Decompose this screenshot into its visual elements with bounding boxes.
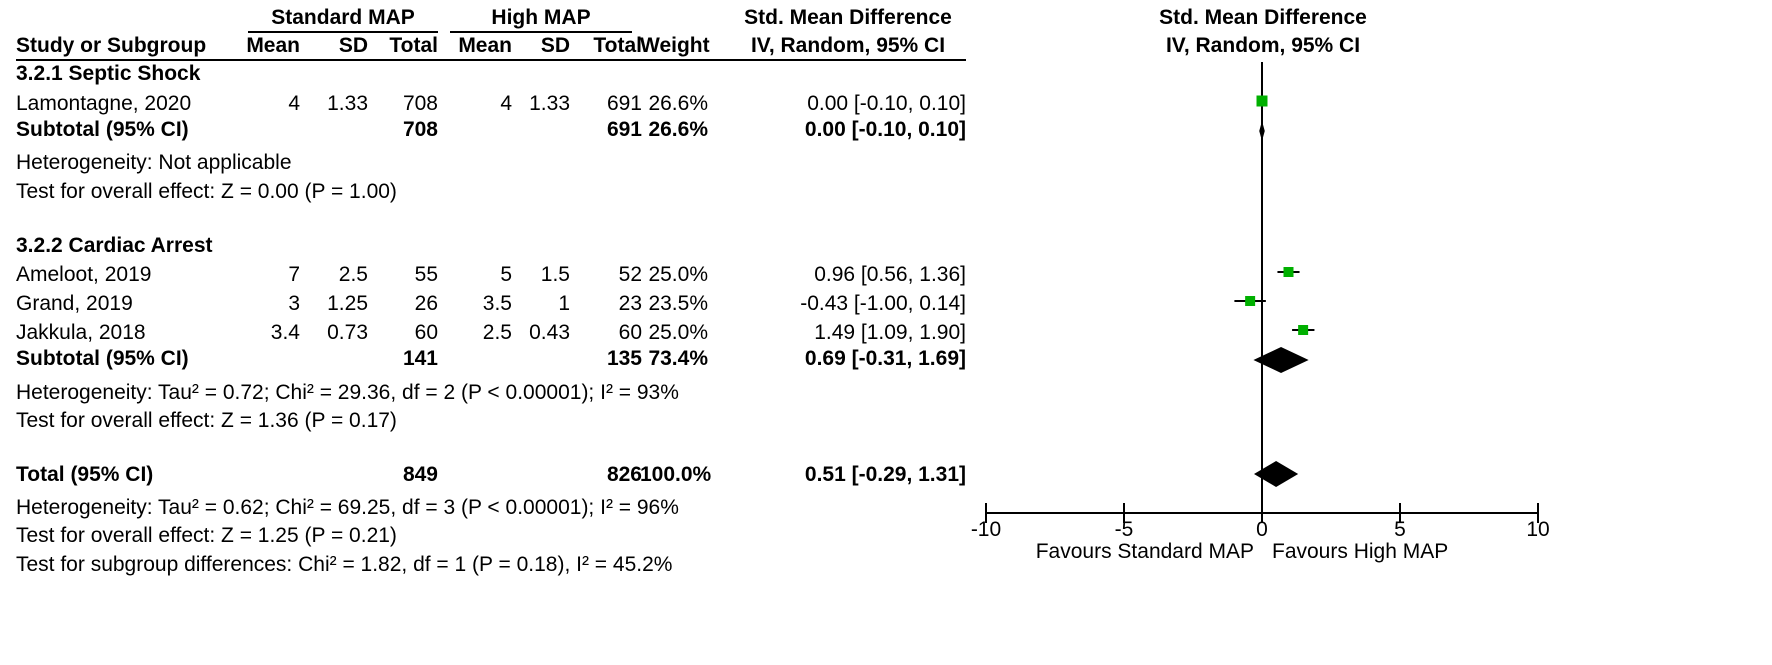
study-total1: 60 — [414, 321, 438, 344]
heterogeneity-text: Heterogeneity: Not applicable — [16, 151, 292, 174]
overall-effect-text: Test for overall effect: Z = 0.00 (P = 1… — [16, 180, 397, 203]
study-total2: 691 — [606, 92, 642, 115]
study-ci: 0.96 [0.56, 1.36] — [814, 263, 966, 286]
col-sd2: SD — [540, 34, 570, 57]
subtotal-ci: 0.00 [-0.10, 0.10] — [804, 118, 966, 141]
x-tick-label: -5 — [1115, 518, 1134, 541]
subtotal-label: Subtotal (95% CI) — [16, 347, 189, 370]
overall-effect-text: Test for overall effect: Z = 1.25 (P = 0… — [16, 524, 397, 547]
study-weight: 26.6% — [648, 92, 708, 115]
subtotal-label: Subtotal (95% CI) — [16, 118, 189, 141]
study-mean1: 4 — [288, 92, 300, 115]
study-total1: 708 — [402, 92, 438, 115]
subtotal-total2: 691 — [606, 118, 642, 141]
summary-diamond — [1253, 347, 1309, 373]
study-ci: 0.00 [-0.10, 0.10] — [807, 92, 966, 115]
study-sd2: 0.43 — [529, 321, 570, 344]
study-total1: 55 — [414, 263, 438, 286]
favours-right-label: Favours High MAP — [1272, 540, 1448, 563]
plot-title: Std. Mean Difference — [1159, 6, 1367, 29]
col-mean2: Mean — [458, 34, 512, 57]
study-weight: 25.0% — [648, 263, 708, 286]
col-sd1: SD — [338, 34, 368, 57]
header-underline — [16, 59, 966, 61]
study-sd2: 1.33 — [529, 92, 570, 115]
subtotal-weight: 73.4% — [648, 347, 708, 370]
heterogeneity-text: Heterogeneity: Tau² = 0.72; Chi² = 29.36… — [16, 381, 679, 404]
subtotal-total1: 141 — [402, 347, 438, 370]
study-sd1: 0.73 — [327, 321, 368, 344]
study-total1: 26 — [414, 292, 438, 315]
effect-method: IV, Random, 95% CI — [750, 34, 946, 57]
study-name: Ameloot, 2019 — [16, 263, 152, 286]
subtotal-total1: 708 — [402, 118, 438, 141]
study-mean2: 4 — [500, 92, 512, 115]
x-tick-label: 10 — [1526, 518, 1549, 541]
summary-diamond — [1259, 121, 1265, 141]
heterogeneity-text: Heterogeneity: Tau² = 0.62; Chi² = 69.25… — [16, 496, 679, 519]
study-mean2: 5 — [500, 263, 512, 286]
study-ci: 1.49 [1.09, 1.90] — [814, 321, 966, 344]
study-square — [1298, 325, 1309, 335]
study-mean2: 2.5 — [482, 321, 512, 344]
study-mean1: 3 — [288, 292, 300, 315]
study-weight: 25.0% — [648, 321, 708, 344]
study-sd1: 1.25 — [327, 292, 368, 315]
study-mean2: 3.5 — [482, 292, 512, 315]
study-ci: -0.43 [-1.00, 0.14] — [800, 292, 966, 315]
col-study: Study or Subgroup — [16, 34, 207, 57]
col-total2: Total — [593, 34, 642, 57]
total-total1: 849 — [402, 463, 438, 486]
study-sd2: 1.5 — [540, 263, 570, 286]
subgroup-differences-text: Test for subgroup differences: Chi² = 1.… — [16, 553, 673, 576]
group1-header: Standard MAP — [271, 6, 415, 29]
study-name: Lamontagne, 2020 — [16, 92, 192, 115]
study-name: Grand, 2019 — [16, 292, 133, 315]
total-label: Total (95% CI) — [16, 463, 154, 486]
effect-title: Std. Mean Difference — [744, 6, 952, 29]
study-name: Jakkula, 2018 — [16, 321, 146, 344]
x-tick-label: 0 — [1256, 518, 1268, 541]
total-weight: 100.0% — [640, 463, 712, 486]
subtotal-total2: 135 — [606, 347, 642, 370]
col-weight: Weight — [640, 34, 710, 57]
group2-header: High MAP — [491, 6, 591, 29]
subtotal-weight: 26.6% — [648, 118, 708, 141]
plot-method: IV, Random, 95% CI — [1165, 34, 1361, 57]
study-square — [1256, 95, 1268, 107]
study-weight: 23.5% — [648, 292, 708, 315]
col-mean1: Mean — [246, 34, 300, 57]
summary-diamond — [1253, 461, 1299, 487]
col-total1: Total — [389, 34, 438, 57]
group2-underline — [450, 31, 632, 33]
subtotal-ci: 0.69 [-0.31, 1.69] — [804, 347, 966, 370]
subgroup-title: 3.2.2 Cardiac Arrest — [16, 234, 213, 257]
total-ci: 0.51 [-0.29, 1.31] — [804, 463, 966, 486]
study-mean1: 3.4 — [270, 321, 300, 344]
subgroup-title: 3.2.1 Septic Shock — [16, 62, 201, 85]
study-sd1: 1.33 — [327, 92, 368, 115]
x-tick-label: -10 — [971, 518, 1001, 541]
study-square — [1283, 267, 1294, 277]
study-mean1: 7 — [288, 263, 300, 286]
total-total2: 826 — [606, 463, 642, 486]
study-square — [1245, 296, 1256, 306]
study-sd1: 2.5 — [338, 263, 368, 286]
study-total2: 52 — [618, 263, 642, 286]
study-total2: 60 — [618, 321, 642, 344]
x-tick-label: 5 — [1394, 518, 1406, 541]
study-total2: 23 — [618, 292, 642, 315]
group1-underline — [248, 31, 438, 33]
favours-left-label: Favours Standard MAP — [1036, 540, 1254, 563]
study-sd2: 1 — [558, 292, 570, 315]
overall-effect-text: Test for overall effect: Z = 1.36 (P = 0… — [16, 409, 397, 432]
